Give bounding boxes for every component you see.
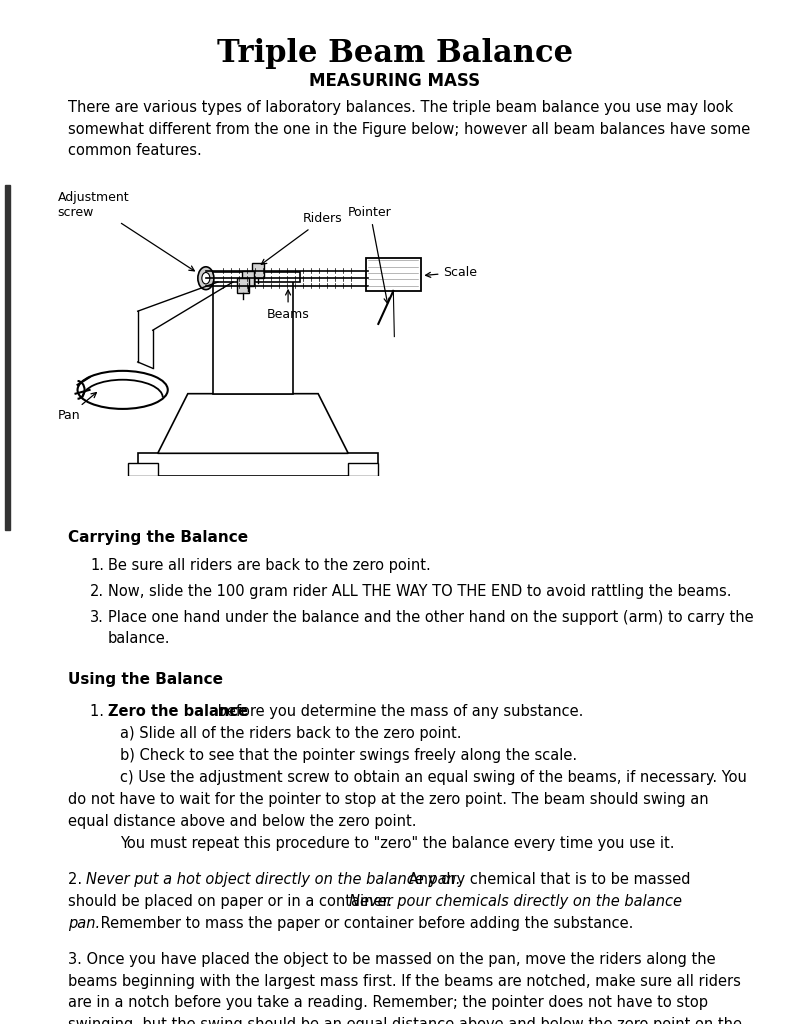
Text: do not have to wait for the pointer to stop at the zero point. The beam should s: do not have to wait for the pointer to s… — [68, 792, 709, 807]
Text: Remember to mass the paper or container before adding the substance.: Remember to mass the paper or container … — [96, 916, 634, 931]
Bar — [5, 185, 10, 530]
Text: 1.: 1. — [90, 558, 104, 573]
Text: should be placed on paper or in a container.: should be placed on paper or in a contai… — [68, 894, 396, 909]
Bar — [237, 279, 249, 294]
Text: c) Use the adjustment screw to obtain an equal swing of the beams, if necessary.: c) Use the adjustment screw to obtain an… — [120, 770, 747, 785]
Bar — [366, 258, 422, 291]
Text: Beams: Beams — [267, 290, 309, 321]
Text: Now, slide the 100 gram rider ALL THE WAY TO THE END to avoid rattling the beams: Now, slide the 100 gram rider ALL THE WA… — [108, 584, 732, 599]
Text: 3. Once you have placed the object to be massed on the pan, move the riders alon: 3. Once you have placed the object to be… — [68, 952, 742, 1024]
Text: Any dry chemical that is to be massed: Any dry chemical that is to be massed — [404, 872, 691, 887]
Text: Riders: Riders — [261, 212, 343, 264]
Text: b) Check to see that the pointer swings freely along the scale.: b) Check to see that the pointer swings … — [120, 748, 577, 763]
Ellipse shape — [202, 272, 210, 284]
Text: Zero the balance: Zero the balance — [108, 705, 248, 719]
Bar — [213, 280, 293, 393]
Text: 2.: 2. — [68, 872, 87, 887]
Text: MEASURING MASS: MEASURING MASS — [309, 72, 481, 90]
Text: 1.: 1. — [90, 705, 108, 719]
Text: Place one hand under the balance and the other hand on the support (arm) to carr: Place one hand under the balance and the… — [108, 610, 754, 646]
Text: Triple Beam Balance: Triple Beam Balance — [217, 38, 573, 69]
Text: 2.: 2. — [90, 584, 104, 599]
Bar — [242, 270, 254, 286]
Ellipse shape — [78, 371, 168, 409]
Bar — [206, 272, 300, 282]
Text: Pointer: Pointer — [348, 206, 392, 303]
Bar — [138, 454, 378, 476]
Text: a) Slide all of the riders back to the zero point.: a) Slide all of the riders back to the z… — [120, 726, 461, 741]
Ellipse shape — [198, 267, 214, 290]
Text: equal distance above and below the zero point.: equal distance above and below the zero … — [68, 814, 417, 829]
Text: Pan: Pan — [58, 392, 97, 422]
Bar — [252, 263, 264, 279]
Text: Scale: Scale — [426, 265, 478, 279]
Text: pan.: pan. — [68, 916, 100, 931]
Polygon shape — [157, 393, 348, 454]
Text: Adjustment
screw: Adjustment screw — [58, 191, 195, 271]
Text: Never put a hot object directly on the balance pan.: Never put a hot object directly on the b… — [86, 872, 460, 887]
Text: Never pour chemicals directly on the balance: Never pour chemicals directly on the bal… — [349, 894, 682, 909]
Text: Be sure all riders are back to the zero point.: Be sure all riders are back to the zero … — [108, 558, 431, 573]
Text: Using the Balance: Using the Balance — [68, 672, 223, 687]
Text: before you determine the mass of any substance.: before you determine the mass of any sub… — [213, 705, 584, 719]
Bar — [127, 464, 157, 476]
Text: 3.: 3. — [90, 610, 104, 625]
Text: There are various types of laboratory balances. The triple beam balance you use : There are various types of laboratory ba… — [68, 100, 750, 158]
Text: You must repeat this procedure to "zero" the balance every time you use it.: You must repeat this procedure to "zero"… — [120, 836, 675, 851]
Text: Carrying the Balance: Carrying the Balance — [68, 530, 248, 545]
Bar — [348, 464, 378, 476]
